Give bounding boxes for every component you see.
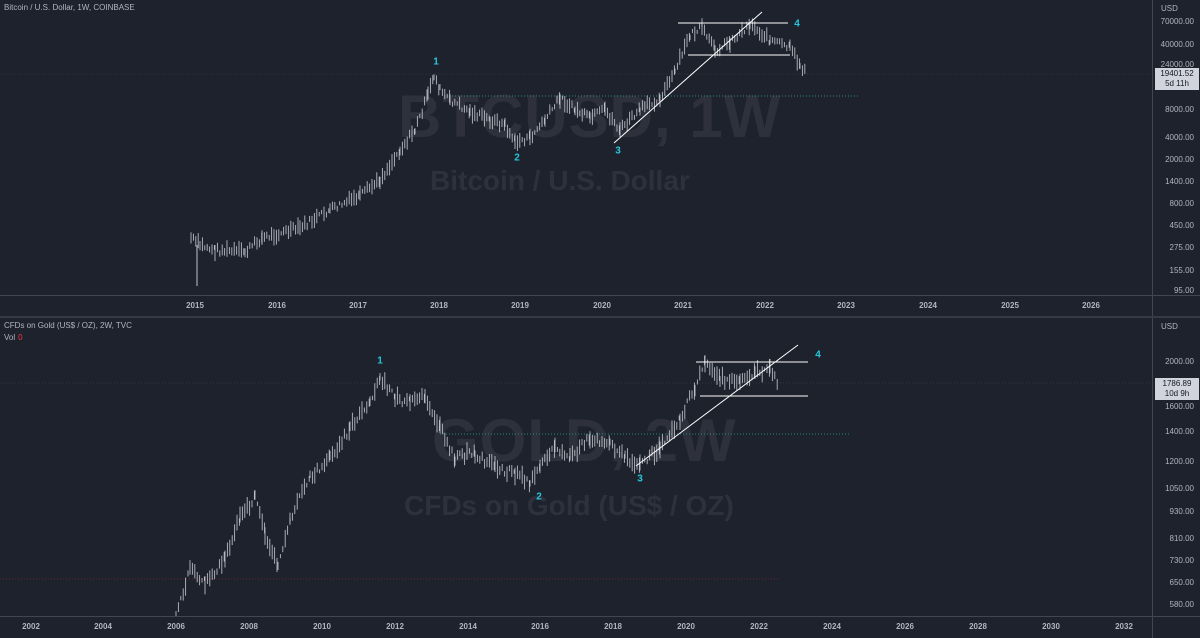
btc-price-tick: 4000.00 xyxy=(1165,133,1194,142)
btc-price-tick: 8000.00 xyxy=(1165,105,1194,114)
gold-time-tick: 2020 xyxy=(677,622,695,631)
btc-time-tick: 2025 xyxy=(1001,301,1019,310)
gold-last-price: 1786.89 xyxy=(1162,379,1192,388)
gold-price-tick: 930.00 xyxy=(1169,507,1194,516)
btc-time-tick: 2019 xyxy=(511,301,529,310)
gold-wave-1-label: 1 xyxy=(377,355,383,367)
btc-wave-1-label: 1 xyxy=(433,56,439,68)
gold-plot-area[interactable]: GOLD, 2W CFDs on Gold (US$ / OZ) CFDs on… xyxy=(0,318,1152,638)
btc-time-tick: 2018 xyxy=(430,301,448,310)
gold-time-tick: 2018 xyxy=(604,622,622,631)
btc-price-tick: 155.00 xyxy=(1169,266,1194,275)
gold-price-series xyxy=(0,344,1152,616)
gold-wave-2-label: 2 xyxy=(536,491,542,503)
btc-time-tick: 2016 xyxy=(268,301,286,310)
btc-price-tick: 275.00 xyxy=(1169,243,1194,252)
btc-price-tick: 95.00 xyxy=(1173,286,1194,295)
gold-time-tick: 2026 xyxy=(896,622,914,631)
gold-time-tick: 2016 xyxy=(531,622,549,631)
btc-watermark-description: Bitcoin / U.S. Dollar xyxy=(430,165,690,196)
btc-time-tick: 2020 xyxy=(593,301,611,310)
btc-wave-2-label: 2 xyxy=(514,152,520,164)
gold-time-tick: 2004 xyxy=(94,622,112,631)
gold-price-scale[interactable]: USD 2000.00 1600.00 1400.00 1200.00 1050… xyxy=(1152,318,1200,638)
gold-last-price-badge: 1786.89 10d 9h xyxy=(1155,378,1199,400)
gold-wave-4-label: 4 xyxy=(815,349,821,361)
btc-price-tick: 40000.00 xyxy=(1160,40,1194,49)
gold-time-tick: 2028 xyxy=(969,622,987,631)
gold-scale-corner xyxy=(1152,616,1200,638)
btc-last-price-badge: 19401.52 5d 11h xyxy=(1155,68,1199,90)
btc-chart-pane[interactable]: BTCUSD, 1W Bitcoin / U.S. Dollar Bitcoin… xyxy=(0,0,1200,317)
btc-trend-line xyxy=(613,11,763,144)
btc-wave-3-label: 3 xyxy=(615,145,621,157)
btc-bar-countdown: 5d 11h xyxy=(1165,79,1189,88)
btc-time-tick: 2021 xyxy=(674,301,692,310)
btc-time-tick: 2015 xyxy=(186,301,204,310)
gold-price-tick: 810.00 xyxy=(1169,534,1194,543)
gold-price-tick: 1600.00 xyxy=(1165,402,1194,411)
gold-time-scale[interactable]: 2002 2004 2006 2008 2010 2012 2014 2016 … xyxy=(0,616,1152,638)
gold-chart-pane[interactable]: GOLD, 2W CFDs on Gold (US$ / OZ) CFDs on… xyxy=(0,318,1200,638)
gold-price-tick: 1400.00 xyxy=(1165,427,1194,436)
gold-bar-countdown: 10d 9h xyxy=(1164,389,1190,398)
gold-time-tick: 2022 xyxy=(750,622,768,631)
btc-scale-corner xyxy=(1152,295,1200,317)
btc-time-tick: 2017 xyxy=(349,301,367,310)
btc-time-tick: 2022 xyxy=(756,301,774,310)
gold-currency-label: USD xyxy=(1161,322,1178,331)
gold-price-tick: 1050.00 xyxy=(1165,484,1194,493)
btc-price-tick: 24000.00 xyxy=(1160,60,1194,69)
btc-time-tick: 2023 xyxy=(837,301,855,310)
gold-trend-line xyxy=(635,344,799,467)
gold-time-tick: 2010 xyxy=(313,622,331,631)
btc-wave-4-label: 4 xyxy=(794,18,800,30)
gold-time-tick: 2014 xyxy=(459,622,477,631)
btc-time-scale[interactable]: 2015 2016 2017 2018 2019 2020 2021 2022 … xyxy=(0,295,1152,317)
btc-price-tick: 2000.00 xyxy=(1165,155,1194,164)
btc-price-tick: 800.00 xyxy=(1169,199,1194,208)
btc-time-tick: 2024 xyxy=(919,301,937,310)
gold-wave-3-label: 3 xyxy=(637,473,643,485)
gold-price-tick: 2000.00 xyxy=(1165,357,1194,366)
gold-time-tick: 2030 xyxy=(1042,622,1060,631)
gold-price-tick: 580.00 xyxy=(1169,600,1194,609)
btc-price-tick: 450.00 xyxy=(1169,221,1194,230)
gold-price-tick: 1200.00 xyxy=(1165,457,1194,466)
gold-time-tick: 2002 xyxy=(22,622,40,631)
btc-time-tick: 2026 xyxy=(1082,301,1100,310)
gold-price-tick: 730.00 xyxy=(1169,556,1194,565)
gold-legend-title[interactable]: CFDs on Gold (US$ / OZ), 2W, TVC xyxy=(4,321,132,330)
btc-legend-title[interactable]: Bitcoin / U.S. Dollar, 1W, COINBASE xyxy=(4,3,135,12)
gold-watermark-description: CFDs on Gold (US$ / OZ) xyxy=(404,490,734,521)
btc-price-series xyxy=(0,11,1152,286)
gold-volume-label: Vol xyxy=(4,333,16,342)
btc-last-price: 19401.52 xyxy=(1160,69,1194,78)
gold-volume-value: 0 xyxy=(18,333,23,342)
gold-time-tick: 2006 xyxy=(167,622,185,631)
pane-separator[interactable] xyxy=(0,316,1200,318)
gold-time-tick: 2008 xyxy=(240,622,258,631)
btc-currency-label: USD xyxy=(1161,4,1178,13)
btc-price-tick: 1400.00 xyxy=(1165,177,1194,186)
gold-price-tick: 650.00 xyxy=(1169,578,1194,587)
gold-time-tick: 2032 xyxy=(1115,622,1133,631)
btc-price-scale[interactable]: USD 70000.00 40000.00 24000.00 8000.00 4… xyxy=(1152,0,1200,317)
btc-plot-area[interactable]: BTCUSD, 1W Bitcoin / U.S. Dollar Bitcoin… xyxy=(0,0,1152,317)
gold-time-tick: 2012 xyxy=(386,622,404,631)
gold-time-tick: 2024 xyxy=(823,622,841,631)
gold-volume-legend[interactable]: Vol 0 xyxy=(4,333,23,342)
btc-price-tick: 70000.00 xyxy=(1160,17,1194,26)
